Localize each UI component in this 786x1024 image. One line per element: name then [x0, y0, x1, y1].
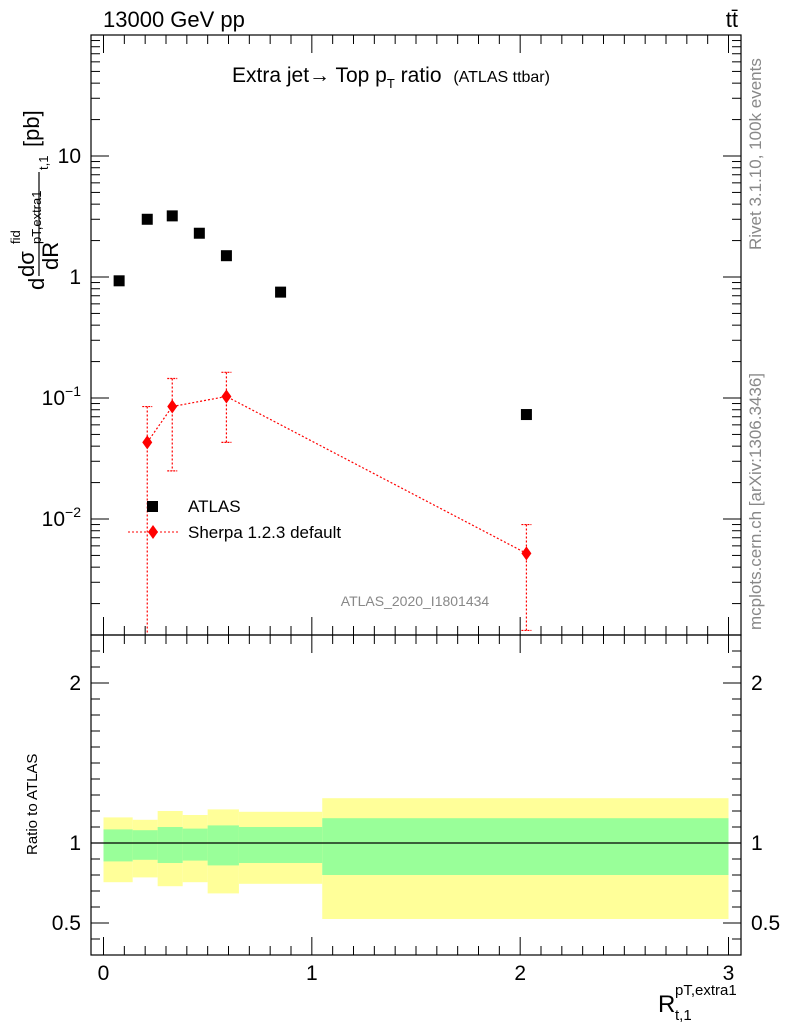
ylabel-unit: [pb] [19, 110, 44, 147]
header-process: tt̄ [726, 7, 738, 32]
main-y-tick-label: 10−1 [42, 383, 82, 410]
sherpa-point [221, 389, 232, 404]
ylabel-dr: dR [38, 242, 63, 270]
atlas-series [113, 210, 532, 421]
main-y-tick-label: 10 [58, 145, 81, 168]
legend-sherpa-label: Sherpa 1.2.3 default [188, 523, 341, 542]
x-tick-label: 3 [723, 962, 735, 985]
analysis-id: ATLAS_2020_I1801434 [341, 593, 490, 609]
ratio-y-label: Ratio to ATLAS [24, 754, 41, 855]
atlas-point [193, 227, 205, 239]
atlas-point [141, 213, 153, 225]
x-tick-label: 0 [98, 962, 110, 985]
main-y-tick-label: 10−2 [42, 504, 82, 531]
ratio-y-tick-label-left: 0.5 [52, 912, 81, 935]
ylabel-dsigma: dσ [14, 251, 39, 277]
legend-atlas-marker [147, 501, 158, 512]
atlas-point [520, 409, 532, 421]
ratio-y-tick-label-right: 0.5 [751, 912, 780, 935]
ylabel-fid: fid [8, 230, 23, 244]
ratio-bands [103, 798, 729, 919]
x-tick-label: 2 [514, 962, 526, 985]
xlabel-r: R [658, 991, 675, 1018]
sherpa-line [146, 395, 527, 554]
ratio-stat-band [157, 827, 183, 863]
ratio-stat-band [322, 818, 729, 875]
main-y-label: d dσ fid pT,extra1 t,1 dR [pb] [8, 110, 63, 290]
xlabel-sup: pT,extra1 [675, 982, 737, 999]
main-frame [90, 34, 742, 636]
main-panel: 10 1 10−1 10−2 Extra jet→ Top pT ratio (ATL… [8, 34, 742, 636]
main-x-ticks [103, 35, 729, 635]
ratio-y-tick-label-right: 1 [751, 832, 763, 855]
title-part-2: Top p [330, 64, 387, 87]
main-y-ticks: 10 1 10−1 10−2 [42, 34, 741, 605]
legend: ATLAS Sherpa 1.2.3 default [128, 497, 341, 542]
ratio-y-tick-label-left: 1 [69, 832, 81, 855]
ratio-stat-band [207, 825, 239, 866]
rivet-label: Rivet 3.1.10, 100k events [746, 58, 765, 250]
x-tick-label: 1 [306, 962, 318, 985]
sherpa-series [142, 371, 532, 635]
title-subscript: T [387, 76, 395, 91]
x-axis-label: R pT,extra1 t,1 [658, 982, 737, 1024]
legend-sherpa-marker [148, 525, 158, 539]
mcplots-label: mcplots.cern.ch [arXiv:1306.3436] [746, 373, 765, 630]
ratio-stat-band [182, 828, 208, 861]
ratio-y-tick-label-right: 2 [751, 672, 763, 695]
ratio-x-ticks: 0 1 2 3 [98, 635, 735, 985]
ylabel-pt-sub: pT,extra1 [29, 191, 44, 244]
ylabel-t1: t,1 [36, 156, 51, 170]
sherpa-point [167, 399, 178, 414]
ratio-panel: 2 2 1 1 0.5 0.5 0 1 2 3 Ratio to ATLAS [24, 634, 780, 985]
ratio-y-tick-label-left: 2 [69, 672, 81, 695]
title-part-3: ratio [395, 64, 442, 87]
ratio-stat-band [103, 829, 133, 862]
ylabel-d: d [24, 278, 49, 290]
legend-atlas-label: ATLAS [188, 497, 241, 516]
atlas-point [166, 210, 178, 222]
atlas-point [275, 286, 287, 298]
title-tag: (ATLAS ttbar) [453, 69, 550, 86]
sherpa-point [142, 435, 153, 450]
ratio-stat-band [132, 830, 158, 860]
atlas-point [220, 250, 232, 262]
ratio-stat-band [238, 827, 323, 863]
title-arrow: → [309, 64, 330, 87]
title-part-1: Extra jet [232, 64, 309, 87]
atlas-point [113, 275, 125, 287]
header-energy: 13000 GeV pp [103, 7, 245, 32]
ratio-y-ticks: 2 2 1 1 0.5 0.5 [52, 650, 780, 940]
sherpa-point [521, 546, 532, 561]
main-title: Extra jet→ Top pT ratio (ATLAS ttbar) [232, 64, 550, 91]
xlabel-sub: t,1 [675, 1007, 692, 1024]
main-y-tick-label: 1 [69, 266, 81, 289]
